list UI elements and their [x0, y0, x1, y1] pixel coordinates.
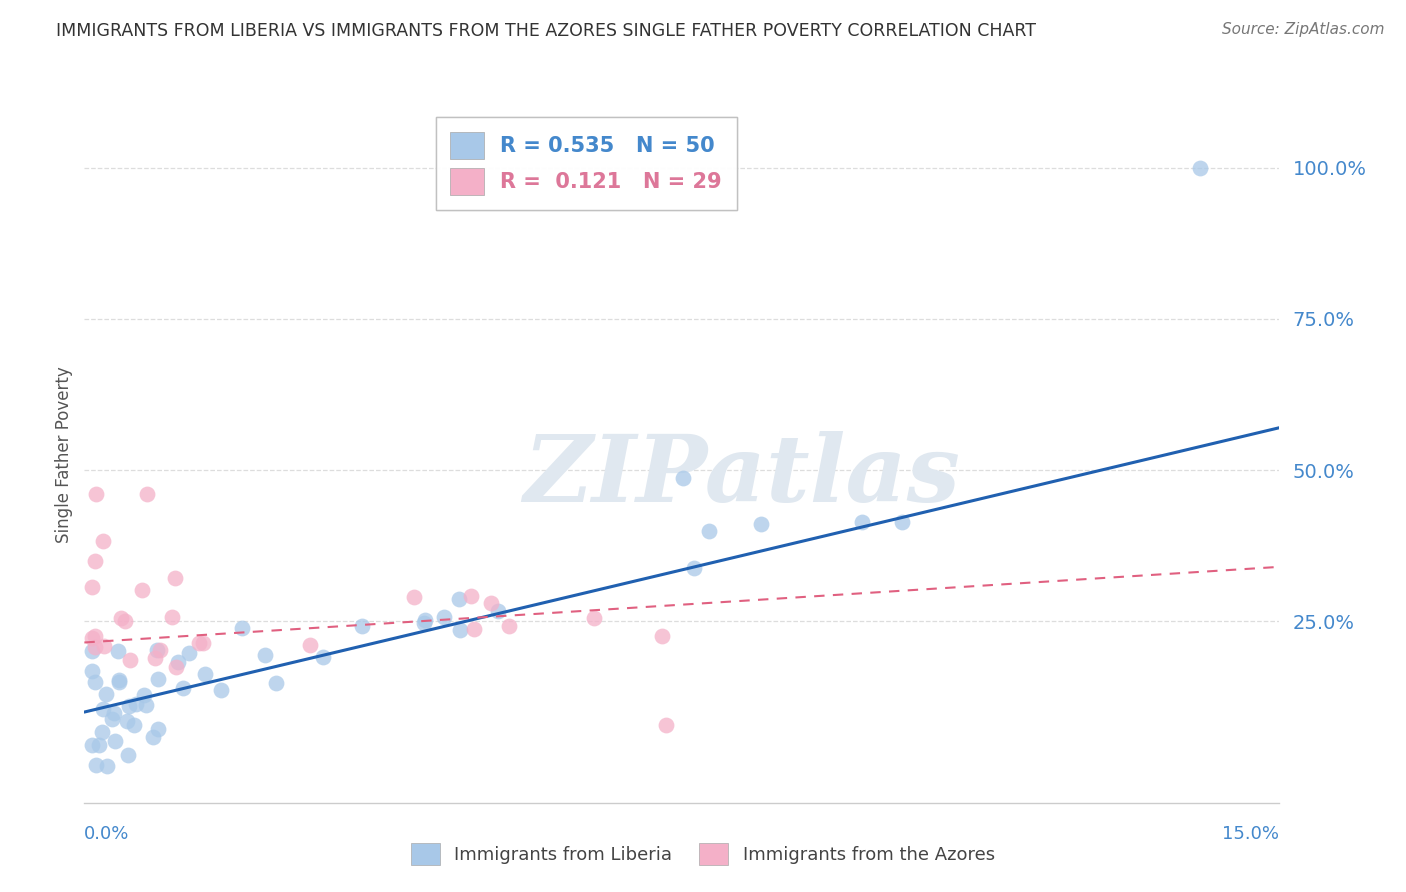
Point — [117, 748, 139, 763]
Point — [433, 610, 456, 624]
Point — [165, 660, 187, 674]
Point — [87, 738, 110, 752]
Point — [683, 561, 706, 575]
Point — [460, 589, 482, 603]
Text: 0.0%: 0.0% — [84, 825, 129, 843]
Point — [231, 621, 253, 635]
Point — [486, 604, 509, 618]
Point — [82, 631, 104, 645]
Point — [851, 515, 873, 529]
Point — [890, 515, 912, 529]
Point — [84, 758, 107, 772]
Point — [125, 697, 148, 711]
Text: IMMIGRANTS FROM LIBERIA VS IMMIGRANTS FROM THE AZORES SINGLE FATHER POVERTY CORR: IMMIGRANTS FROM LIBERIA VS IMMIGRANTS FR… — [56, 22, 1036, 40]
Point — [84, 675, 107, 690]
Point — [413, 613, 436, 627]
Point — [651, 629, 673, 643]
Legend: R = 0.535   N = 50, R =  0.121   N = 29: R = 0.535 N = 50, R = 0.121 N = 29 — [436, 118, 737, 210]
Text: Source: ZipAtlas.com: Source: ZipAtlas.com — [1222, 22, 1385, 37]
Point — [266, 675, 288, 690]
Point — [134, 688, 156, 702]
Point — [449, 623, 471, 637]
Text: 15.0%: 15.0% — [1222, 825, 1279, 843]
Point — [146, 673, 169, 687]
Point — [108, 673, 131, 688]
Point — [191, 636, 214, 650]
Point — [404, 590, 426, 604]
Point — [136, 487, 159, 501]
Point — [110, 611, 132, 625]
Point — [498, 619, 520, 633]
Point — [697, 524, 720, 538]
Point — [101, 712, 124, 726]
Point — [82, 738, 104, 752]
Point — [131, 582, 153, 597]
Point — [1188, 161, 1211, 175]
Point — [118, 652, 141, 666]
Point — [449, 592, 471, 607]
Point — [84, 640, 107, 655]
Point — [209, 682, 232, 697]
Point — [108, 675, 131, 690]
Point — [104, 734, 127, 748]
Point — [312, 650, 335, 665]
Point — [83, 554, 105, 568]
Point — [135, 698, 157, 712]
Point — [350, 619, 373, 633]
Point — [93, 639, 115, 653]
Point — [655, 718, 678, 732]
Text: ZIPatlas: ZIPatlas — [523, 431, 960, 521]
Point — [172, 681, 194, 695]
Point — [96, 759, 118, 773]
Point — [194, 667, 217, 681]
Point — [188, 636, 211, 650]
Point — [413, 616, 436, 631]
Point — [177, 646, 200, 660]
Point — [166, 655, 188, 669]
Point — [82, 644, 104, 658]
Y-axis label: Single Father Poverty: Single Father Poverty — [55, 367, 73, 543]
Point — [117, 714, 139, 729]
Legend: Immigrants from Liberia, Immigrants from the Azores: Immigrants from Liberia, Immigrants from… — [402, 834, 1004, 874]
Point — [91, 534, 114, 549]
Point — [122, 717, 145, 731]
Point — [749, 516, 772, 531]
Point — [479, 596, 502, 610]
Point — [145, 651, 167, 665]
Point — [118, 698, 141, 713]
Point — [84, 629, 107, 643]
Point — [145, 643, 167, 657]
Point — [253, 648, 276, 662]
Point — [82, 580, 104, 594]
Point — [148, 722, 170, 736]
Point — [114, 614, 136, 628]
Point — [90, 724, 112, 739]
Point — [463, 622, 485, 636]
Point — [160, 609, 183, 624]
Point — [103, 706, 125, 720]
Point — [149, 642, 172, 657]
Point — [298, 638, 321, 652]
Point — [672, 470, 695, 484]
Point — [91, 702, 114, 716]
Point — [582, 611, 605, 625]
Point — [163, 571, 186, 585]
Point — [107, 644, 129, 658]
Point — [84, 487, 107, 501]
Point — [141, 730, 163, 744]
Point — [94, 687, 117, 701]
Point — [82, 664, 104, 678]
